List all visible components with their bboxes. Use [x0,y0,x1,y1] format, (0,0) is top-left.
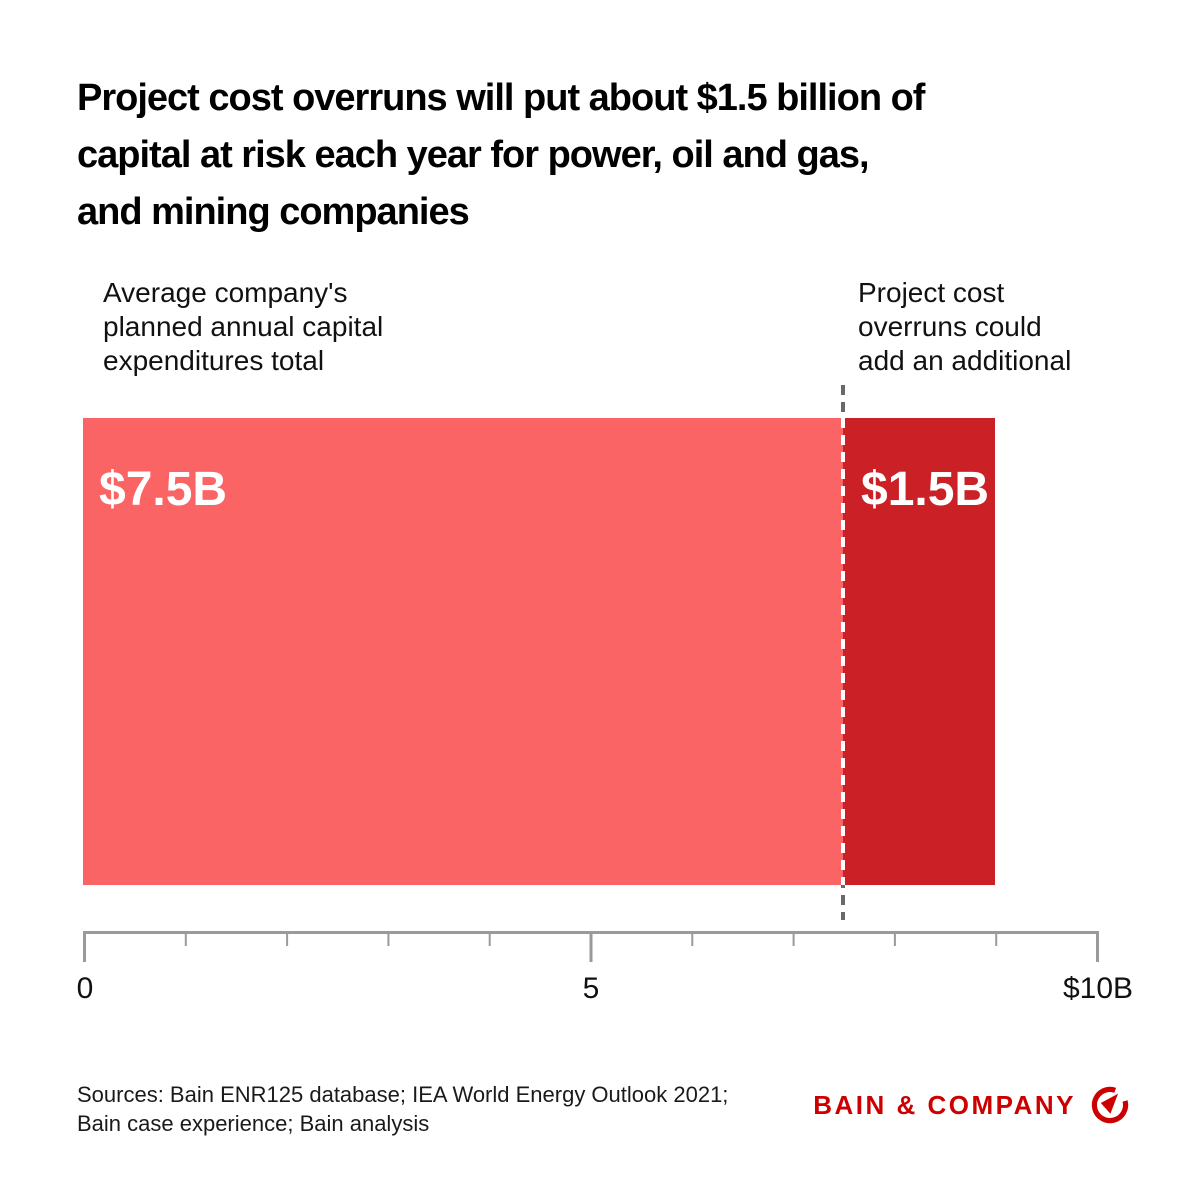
chart-title: Project cost overruns will put about $1.… [77,70,925,241]
annotation-line: overruns could [858,311,1042,342]
divider-dashed-line-on-bar [841,418,845,885]
sources-note: Sources: Bain ENR125 database; IEA World… [77,1080,728,1138]
bain-company-logo: BAIN & COMPANY [813,1085,1130,1125]
chart-title-line: and mining companies [77,191,470,233]
bar-segment-cost-overrun: $1.5B [843,418,995,885]
annotation-line: add an additional [858,345,1072,376]
stacked-bar: $7.5B $1.5B [83,418,995,885]
annotation-planned-capex: Average company's planned annual capital… [103,276,383,378]
annotation-line: planned annual capital [103,311,384,342]
sources-line: Bain case experience; Bain analysis [77,1111,430,1136]
sources-line: Sources: Bain ENR125 database; IEA World… [77,1082,729,1107]
bar-value-label-overrun: $1.5B [861,463,990,516]
annotation-line: expenditures total [103,345,325,376]
annotation-line: Project cost [858,277,1005,308]
bain-company-wordmark: BAIN & COMPANY [813,1089,1076,1120]
annotation-cost-overruns: Project cost overruns could add an addit… [858,276,1071,378]
chart-title-line: capital at risk each year for power, oil… [77,134,870,176]
chart-title-line: Project cost overruns will put about $1.… [77,77,925,119]
x-axis-tick-label-5: 5 [582,972,600,1005]
x-axis-tick-label-10b: $10B [1062,972,1134,1005]
bar-segment-planned-capex: $7.5B [83,418,843,885]
x-axis-tick-label-0: 0 [76,972,94,1005]
bain-clock-icon [1091,1086,1129,1124]
bar-value-label-planned: $7.5B [99,463,228,516]
x-axis [83,931,1099,962]
annotation-line: Average company's [103,277,348,308]
